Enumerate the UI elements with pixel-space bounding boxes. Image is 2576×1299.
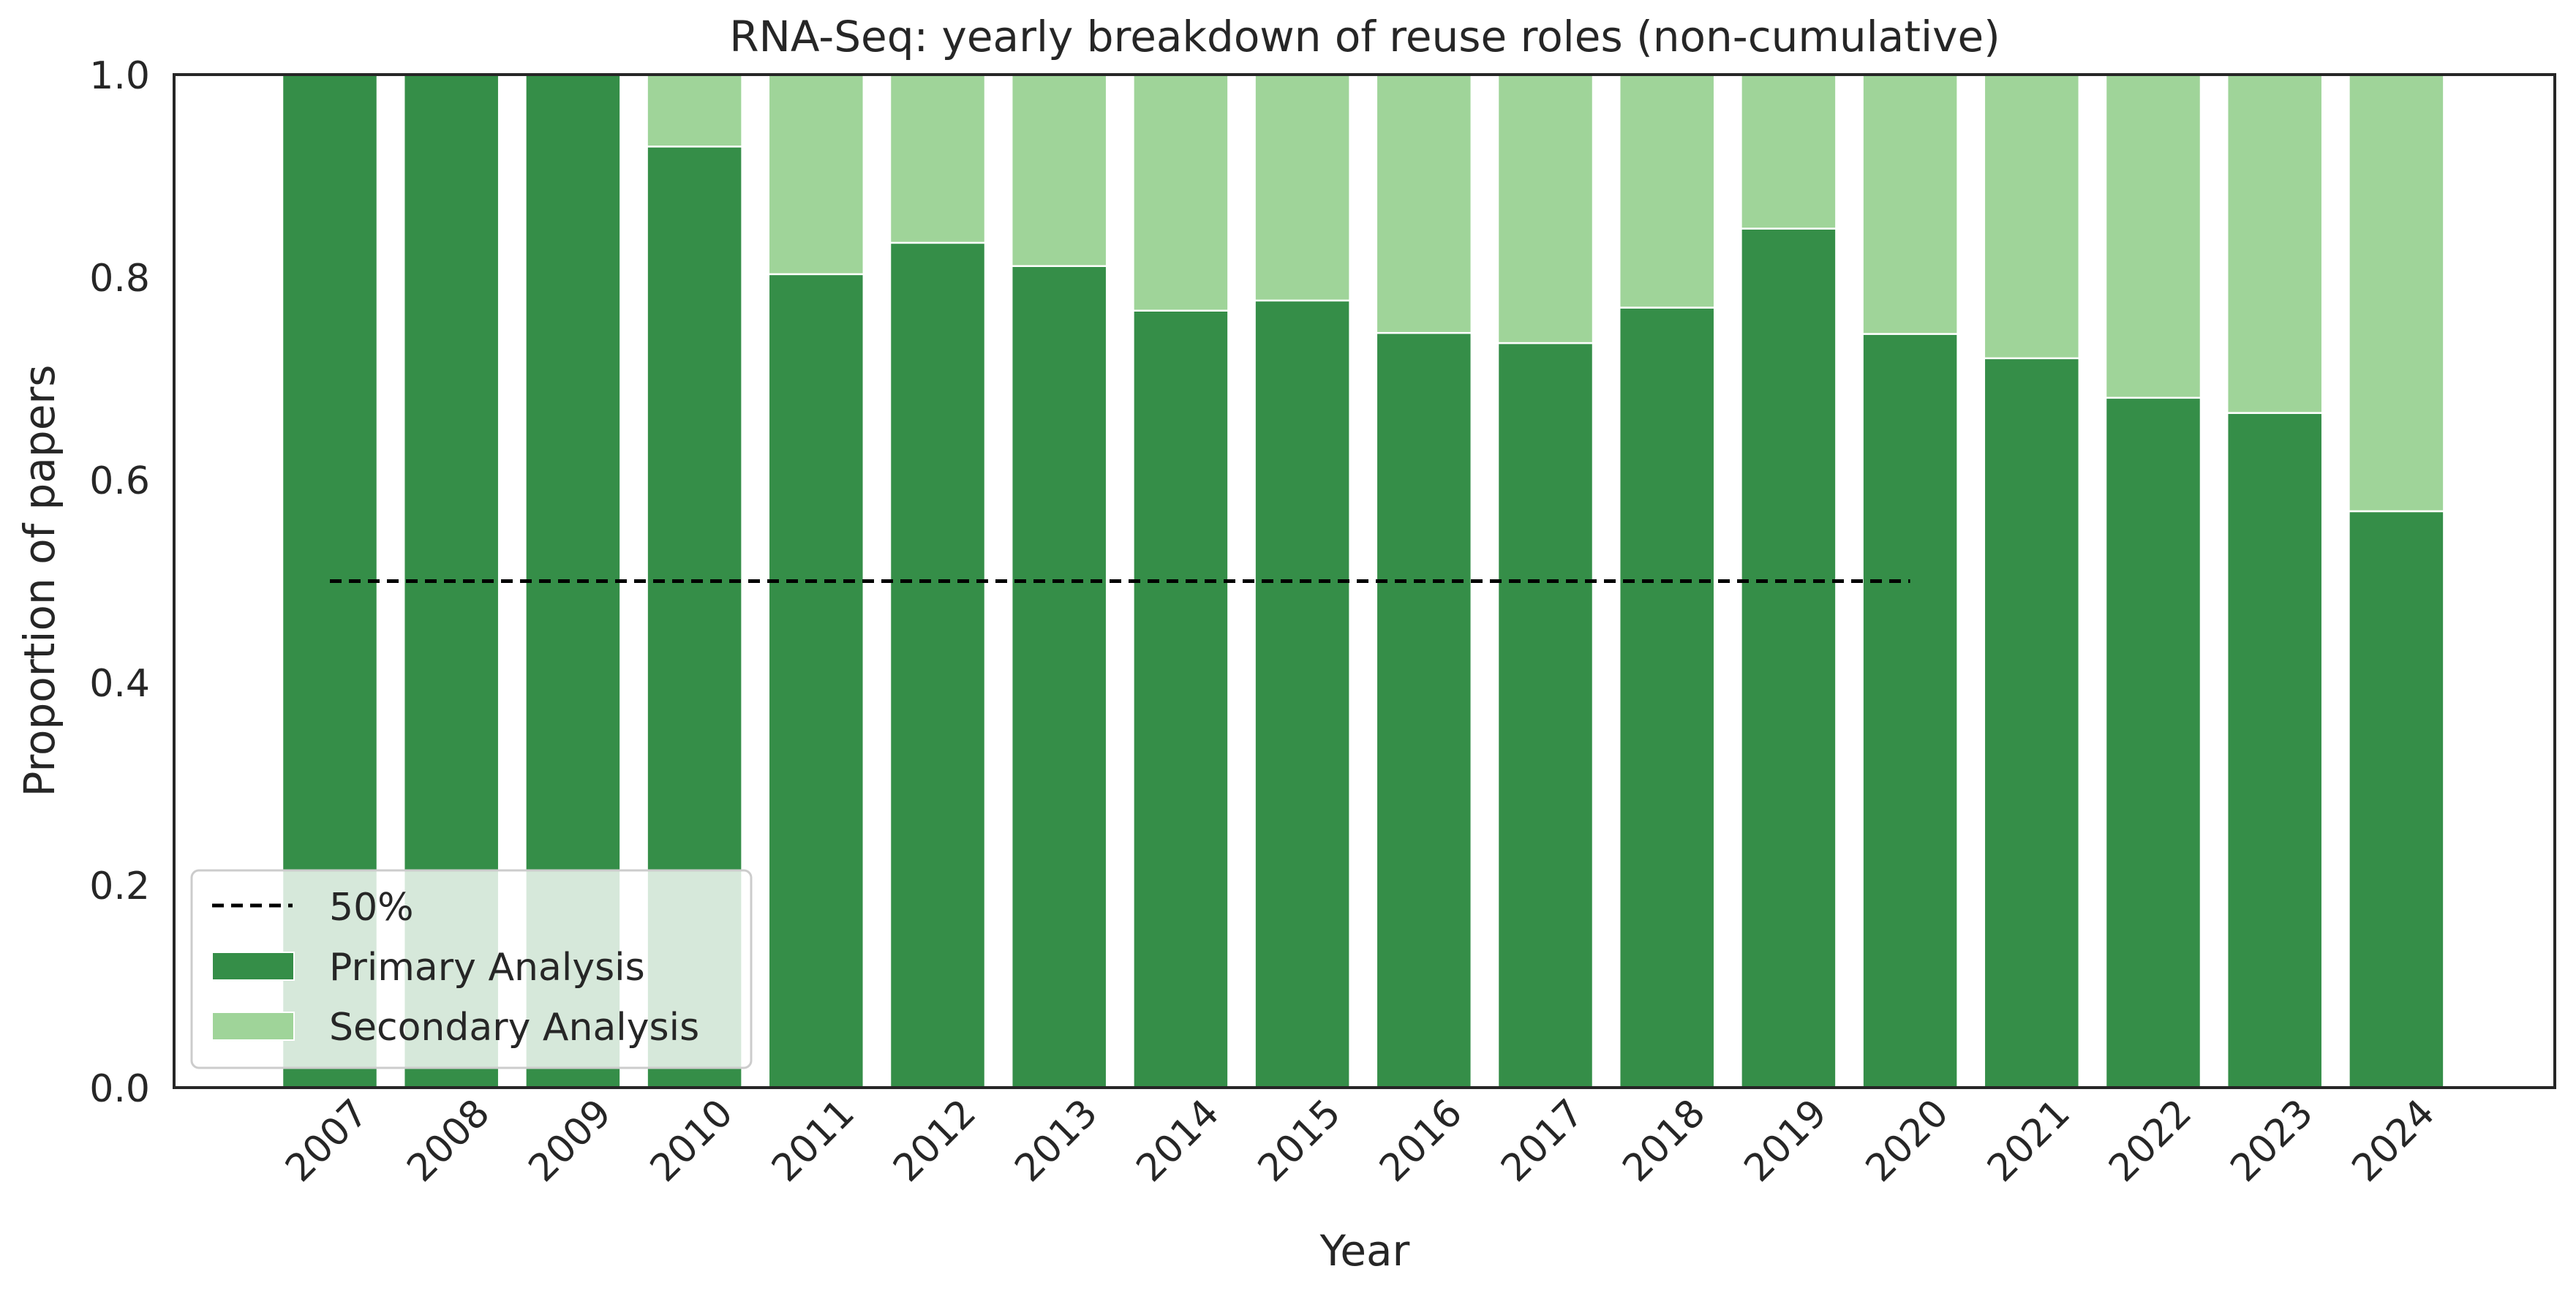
- bar-secondary-2015: [1254, 73, 1351, 302]
- legend-frame: [190, 869, 753, 1069]
- y-tick-label: 0.6: [89, 459, 150, 503]
- y-tick-labels: 0.0 0.2 0.4 0.6 0.8 1.0: [89, 54, 150, 1111]
- bar-secondary-2016: [1375, 73, 1473, 334]
- x-tick-label: 2012: [885, 1091, 984, 1191]
- x-tick-label: 2010: [642, 1091, 742, 1191]
- bar-primary-2021: [1983, 357, 2081, 1089]
- bar-primary-2017: [1496, 342, 1594, 1089]
- chart-title: RNA-Seq: yearly breakdown of reuse roles…: [729, 12, 2000, 61]
- x-tick-labels: 2007 2008 2009 2010 2011 2012 2013 2014 2015 2016…: [277, 1091, 2443, 1191]
- x-tick-label: 2024: [2344, 1091, 2444, 1191]
- bar-primary-2019: [1740, 227, 1837, 1089]
- bar-primary-2014: [1132, 309, 1229, 1089]
- y-tick-label: 1.0: [89, 54, 150, 98]
- x-tick-label: 2017: [1493, 1091, 1592, 1191]
- legend-swatch-secondary: [211, 1012, 295, 1041]
- bar-secondary-2017: [1496, 73, 1594, 344]
- bar-primary-2022: [2104, 396, 2202, 1089]
- bar-secondary-2012: [889, 73, 987, 244]
- x-tick-label: 2011: [764, 1091, 863, 1191]
- x-tick-label: 2021: [1979, 1091, 2079, 1191]
- bar-primary-2011: [767, 273, 865, 1089]
- y-axis-label: Proportion of papers: [15, 365, 64, 797]
- x-tick-label: 2008: [399, 1091, 498, 1191]
- legend: 50% Primary Analysis Secondary Analysis: [190, 869, 753, 1069]
- x-tick-label: 2015: [1250, 1091, 1349, 1191]
- bar-primary-2012: [889, 241, 987, 1089]
- bar-primary-2015: [1254, 299, 1351, 1089]
- bar-secondary-2020: [1861, 73, 1959, 335]
- x-tick-label: 2023: [2222, 1091, 2321, 1191]
- bar-secondary-2023: [2226, 73, 2324, 414]
- y-tick-label: 0.8: [89, 257, 150, 301]
- bar-secondary-2019: [1740, 73, 1837, 230]
- legend-label-primary: Primary Analysis: [329, 946, 645, 990]
- bar-primary-2023: [2226, 412, 2324, 1089]
- bar-secondary-2018: [1618, 73, 1716, 309]
- bar-secondary-2010: [646, 73, 743, 148]
- bar-secondary-2014: [1132, 73, 1229, 312]
- bar-primary-2018: [1618, 306, 1716, 1089]
- x-tick-label: 2018: [1614, 1091, 1714, 1191]
- y-tick-label: 0.2: [89, 865, 150, 908]
- legend-label-50pct: 50%: [329, 886, 414, 930]
- y-tick-label: 0.0: [89, 1067, 150, 1111]
- x-tick-label: 2013: [1006, 1091, 1106, 1191]
- bar-secondary-2013: [1010, 73, 1108, 268]
- x-tick-label: 2014: [1129, 1091, 1228, 1191]
- x-tick-label: 2009: [521, 1091, 620, 1191]
- legend-label-secondary: Secondary Analysis: [329, 1006, 699, 1050]
- y-tick-label: 0.4: [89, 662, 150, 706]
- plot-frame: [173, 73, 2556, 1089]
- bar-primary-2016: [1375, 331, 1473, 1089]
- bar-secondary-2022: [2104, 73, 2202, 399]
- x-tick-label: 2016: [1371, 1091, 1471, 1191]
- x-tick-label: 2007: [277, 1091, 377, 1191]
- x-tick-label: 2022: [2101, 1091, 2200, 1191]
- bar-secondary-2011: [767, 73, 865, 276]
- x-tick-label: 2020: [1858, 1091, 1957, 1191]
- legend-swatch-primary: [211, 952, 295, 981]
- x-axis-label: Year: [1319, 1226, 1410, 1276]
- bar-primary-2013: [1010, 265, 1108, 1089]
- bar-secondary-2024: [2348, 73, 2445, 513]
- bar-primary-2020: [1861, 333, 1959, 1089]
- x-tick-label: 2019: [1736, 1091, 1836, 1191]
- bar-primary-2024: [2348, 510, 2445, 1089]
- bar-secondary-2021: [1983, 73, 2081, 360]
